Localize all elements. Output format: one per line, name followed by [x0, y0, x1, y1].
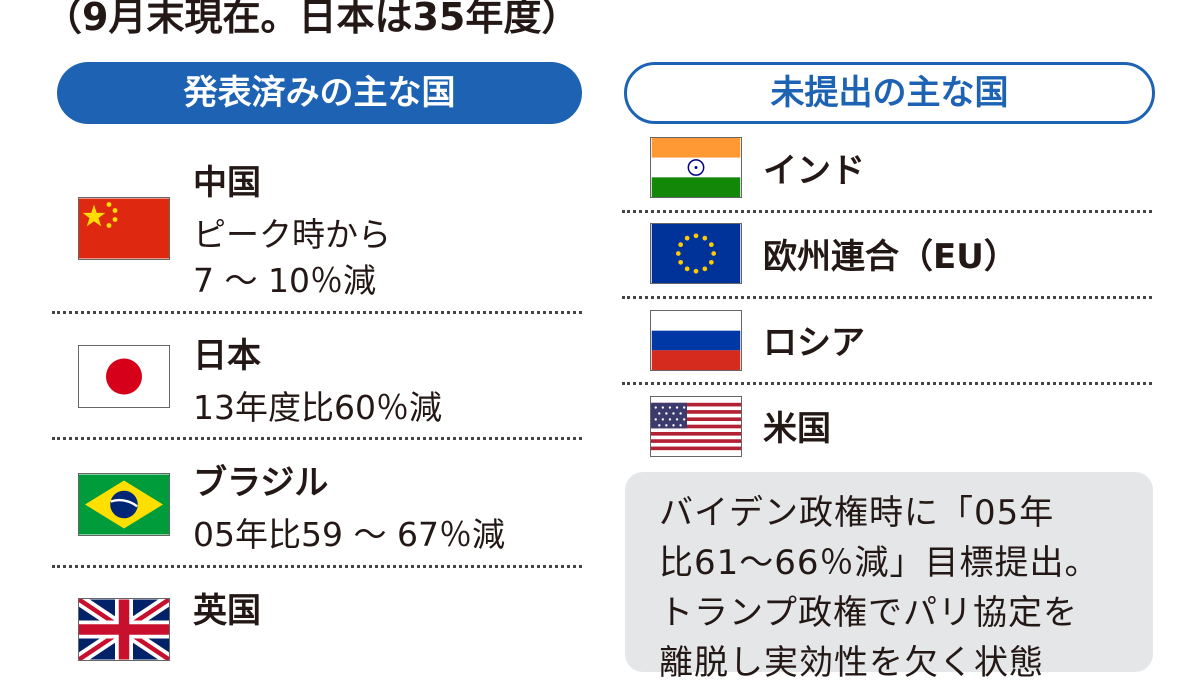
china-detail-line-1: ピーク時から: [193, 215, 391, 254]
divider: [52, 437, 582, 440]
brazil-detail-line-1: 05年比59 ～ 67％減: [193, 515, 505, 554]
not-submitted-header: 未提出の主な国: [624, 62, 1155, 124]
country-name-eu: 欧州連合（EU）: [763, 237, 1018, 277]
russia-flag-icon: [650, 310, 742, 371]
brazil-flag-icon: [78, 473, 170, 536]
us-note-line-3: トランプ政権でパリ協定を: [659, 593, 1078, 633]
divider: [622, 210, 1152, 213]
country-name-russia: ロシア: [763, 323, 865, 363]
divider: [622, 296, 1152, 299]
country-name-japan: 日本: [193, 336, 261, 376]
us-note-box: バイデン政権時に「05年 比61～66％減」目標提出。 トランプ政権でパリ協定を…: [625, 472, 1153, 683]
divider: [52, 565, 582, 568]
japan-flag-icon: [78, 345, 170, 408]
eu-flag-icon: [650, 223, 742, 284]
us-note-line-4: 離脱し実効性を欠く状態: [659, 643, 1044, 683]
country-name-brazil: ブラジル: [193, 463, 329, 503]
country-name-uk: 英国: [193, 591, 261, 631]
china-detail-line-2: 7 ～ 10％減: [193, 261, 376, 300]
divider: [622, 382, 1152, 385]
india-flag-icon: [650, 137, 742, 198]
country-name-india: インド: [763, 151, 865, 191]
usa-flag-icon: [650, 396, 742, 457]
china-flag-icon: [78, 197, 170, 260]
japan-detail-line-1: 13年度比60％減: [193, 388, 442, 427]
country-name-usa: 米国: [763, 409, 831, 449]
country-name-china: 中国: [193, 163, 261, 203]
subtitle: （9月末現在。日本は35年度）: [44, 0, 580, 39]
divider: [52, 311, 582, 314]
us-note-line-2: 比61～66％減」目標提出。: [659, 543, 1100, 583]
announced-header: 発表済みの主な国: [57, 62, 582, 124]
us-note-line-1: バイデン政権時に「05年: [659, 493, 1055, 533]
